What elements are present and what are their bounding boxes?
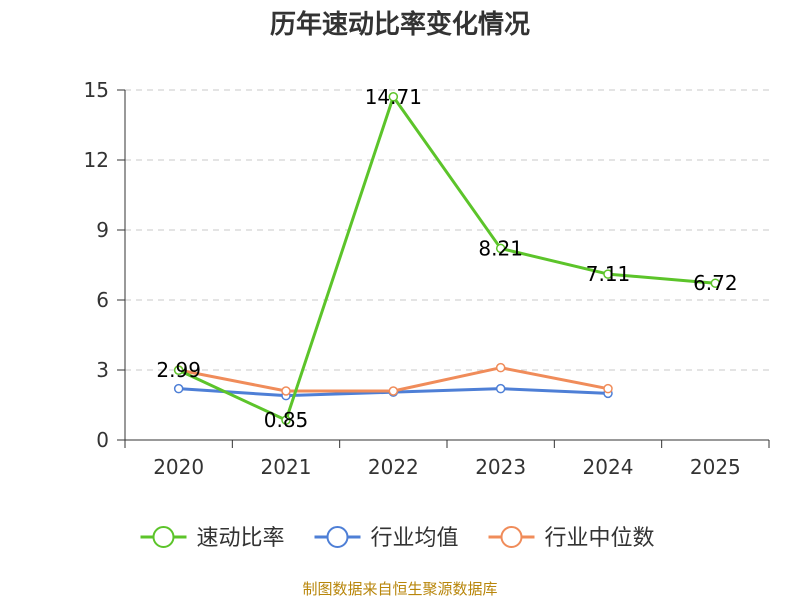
data-point — [281, 386, 291, 396]
legend-label: 行业中位数 — [545, 526, 655, 551]
x-tick-label: 2023 — [475, 455, 526, 479]
data-labels: 2.99 0.85 14.71 8.21 7.11 6.72 — [156, 85, 737, 432]
x-tick-label: 2022 — [368, 455, 419, 479]
data-point — [281, 415, 291, 425]
source-note: 制图数据来自恒生聚源数据库 — [302, 580, 497, 598]
x-tick-label: 2020 — [153, 455, 204, 479]
data-point — [603, 269, 613, 279]
data-label: 7.11 — [586, 262, 631, 286]
y-tick-label: 3 — [96, 358, 109, 382]
data-label: 8.21 — [478, 236, 523, 260]
legend-label: 行业均值 — [371, 526, 459, 551]
data-label: 6.72 — [693, 271, 738, 295]
legend: 速动比率 行业均值 行业中位数 — [140, 526, 655, 551]
y-tick-label: 9 — [96, 218, 109, 242]
data-label: 0.85 — [264, 408, 309, 432]
y-tick-label: 12 — [84, 148, 109, 172]
x-tick-label: 2025 — [690, 455, 741, 479]
data-point — [603, 383, 613, 394]
data-point — [388, 92, 399, 102]
axes: 0 3 6 9 12 15 2020 2021 2022 2023 2024 2025 — [84, 78, 770, 479]
data-point — [173, 365, 184, 375]
legend-item[interactable]: 行业均值 — [314, 526, 459, 551]
legend-swatch-marker — [500, 526, 523, 548]
legend-label: 速动比率 — [197, 526, 285, 551]
legend-swatch-marker — [152, 526, 175, 548]
data-point — [495, 383, 506, 394]
legend-item[interactable]: 速动比率 — [140, 526, 285, 551]
y-tick-label: 0 — [96, 428, 109, 452]
legend-swatch-marker — [326, 526, 349, 548]
grid-lines — [125, 89, 769, 371]
data-point — [173, 383, 184, 394]
data-point — [495, 243, 506, 254]
series-line — [178, 95, 716, 422]
series-group — [173, 92, 721, 425]
x-tick-label: 2021 — [261, 455, 312, 479]
data-label: 14.71 — [365, 85, 422, 109]
data-label: 2.99 — [156, 358, 201, 382]
data-point — [710, 278, 721, 288]
legend-item[interactable]: 行业中位数 — [488, 526, 655, 551]
y-tick-label: 6 — [96, 288, 109, 312]
data-point — [388, 386, 399, 396]
chart-title: 历年速动比率变化情况 — [270, 9, 530, 40]
data-point — [495, 362, 506, 373]
x-tick-label: 2024 — [583, 455, 634, 479]
y-tick-label: 15 — [84, 78, 109, 102]
